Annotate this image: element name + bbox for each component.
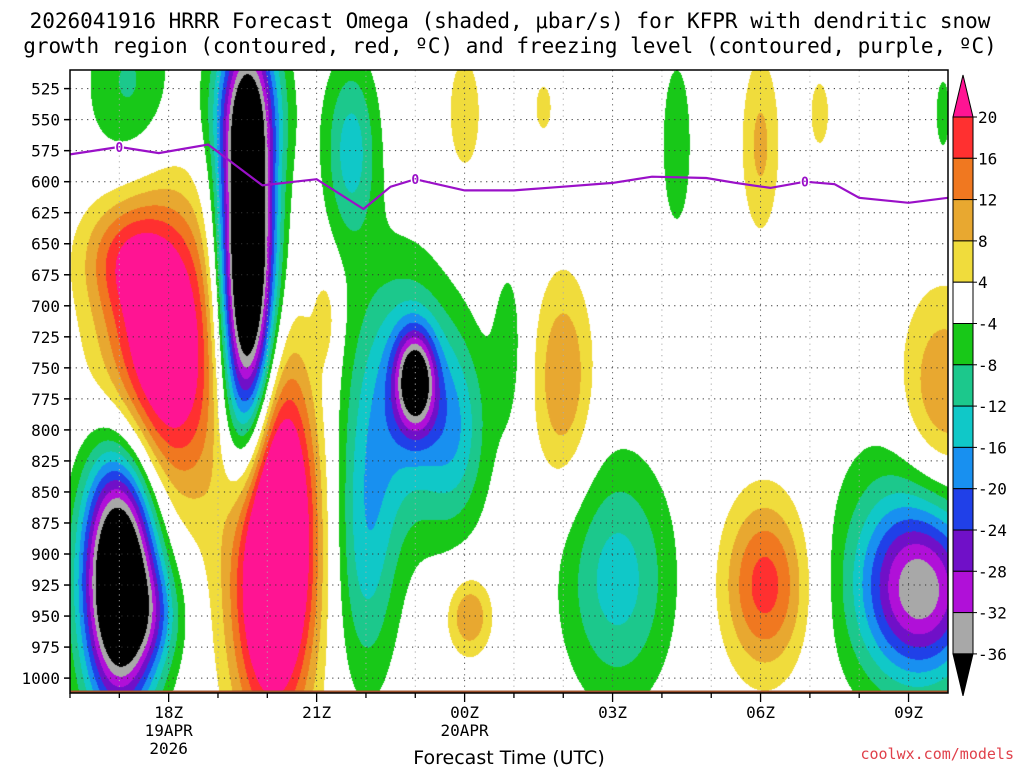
gridlines [70,70,948,693]
colorbar-label-9: -20 [978,480,1007,499]
plot-area: 0 0 0 [70,70,948,693]
colorbar: 20 16 12 8 4 -4 -8 -12 -16 -20 -24 -28 -32 -36 [952,74,1007,697]
y-tick-label-950: 950 [31,607,60,626]
colorbar-label-10: -24 [978,521,1007,540]
colorbar-segment-10 [952,529,974,572]
colorbar-label-11: -28 [978,562,1007,581]
y-axis: 525 550 575 600 625 650 675 700 725 750 775 800 825 8… [21,80,70,688]
colorbar-top-triangle [952,74,974,118]
y-tick-label-900: 900 [31,545,60,564]
colorbar-segment-5 [952,323,974,366]
omega-shaded-field [70,70,948,693]
colorbar-label-6: -8 [978,356,997,375]
freezing-level-label-1: 0 [411,173,419,188]
colorbar-label-3: 8 [978,232,988,251]
y-tick-label-675: 675 [31,266,60,285]
y-tick-label-650: 650 [31,235,60,254]
x-tick-label-1-0: 21Z [302,703,331,722]
colorbar-bottom-triangle [952,653,974,697]
colorbar-label-4: 4 [978,273,988,292]
y-tick-label-975: 975 [31,638,60,657]
colorbar-segment-8 [952,446,974,490]
colorbar-label-2: 12 [978,191,997,210]
chart-title-line-2: growth region (contoured, red, ºC) and f… [23,34,997,58]
y-tick-label-525: 525 [31,80,60,99]
y-tick-label-750: 750 [31,359,60,378]
freezing-level-label-2: 0 [801,176,809,191]
x-tick-label-4-0: 06Z [746,703,775,722]
colorbar-label-1: 16 [978,149,997,168]
y-tick-label-925: 925 [31,576,60,595]
colorbar-segment-11 [952,570,974,614]
freezing-level-line [70,143,948,211]
colorbar-segment-4 [952,281,974,325]
colorbar-segment-12 [952,612,974,655]
y-tick-label-775: 775 [31,390,60,409]
colorbar-segment-0 [952,116,974,159]
freezing-level-label-0: 0 [115,141,123,156]
y-tick-label-800: 800 [31,421,60,440]
y-tick-label-550: 550 [31,111,60,130]
colorbar-label-8: -16 [978,438,1007,457]
colorbar-label-0: 20 [978,108,997,127]
x-tick-label-0-2: 2026 [149,739,188,758]
x-tick-label-5-0: 09Z [894,703,923,722]
x-tick-label-0-0: 18Z [154,703,183,722]
colorbar-segment-9 [952,488,974,531]
x-axis-label: Forecast Time (UTC) [413,747,604,768]
y-tick-label-600: 600 [31,173,60,192]
freezing-level-labels: 0 0 0 [114,139,811,192]
terrain-strip [70,690,948,693]
x-tick-label-3-0: 03Z [598,703,627,722]
y-tick-label-725: 725 [31,328,60,347]
y-tick-label-875: 875 [31,514,60,533]
colorbar-segment-3 [952,240,974,283]
colorbar-segment-2 [952,199,974,242]
y-tick-label-575: 575 [31,142,60,161]
colorbar-segment-1 [952,157,974,201]
x-tick-label-0-1: 19APR [145,721,194,740]
colorbar-label-13: -36 [978,645,1007,664]
credit-link[interactable]: coolwx.com/models [860,745,1014,763]
y-tick-label-825: 825 [31,452,60,471]
colorbar-label-7: -12 [978,397,1007,416]
y-tick-label-625: 625 [31,204,60,223]
colorbar-label-5: -4 [978,315,997,334]
colorbar-label-12: -32 [978,604,1007,623]
y-tick-label-700: 700 [31,297,60,316]
plot-frame [69,69,949,694]
chart-title-line-1: 2026041916 HRRR Forecast Omega (shaded, … [30,9,991,33]
colorbar-segment-7 [952,405,974,448]
colorbar-segment-6 [952,364,974,407]
y-tick-label-850: 850 [31,483,60,502]
x-tick-label-2-1: 20APR [441,721,490,740]
x-tick-label-2-0: 00Z [450,703,479,722]
y-tick-label-1000: 1000 [21,669,60,688]
